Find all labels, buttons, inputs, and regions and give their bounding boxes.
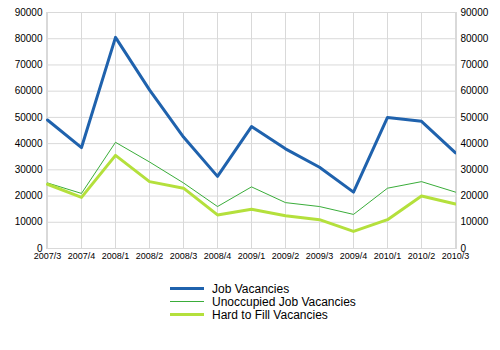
svg-text:10000: 10000 xyxy=(461,216,489,227)
svg-text:2007/3: 2007/3 xyxy=(34,251,62,261)
svg-text:70000: 70000 xyxy=(461,59,489,70)
svg-text:2009/3: 2009/3 xyxy=(306,251,334,261)
svg-text:2010/2: 2010/2 xyxy=(408,251,436,261)
svg-text:30000: 30000 xyxy=(15,164,43,175)
svg-text:10000: 10000 xyxy=(15,216,43,227)
svg-text:2008/2: 2008/2 xyxy=(136,251,164,261)
svg-text:2009/1: 2009/1 xyxy=(238,251,266,261)
svg-text:80000: 80000 xyxy=(461,33,489,44)
svg-text:50000: 50000 xyxy=(461,112,489,123)
svg-text:60000: 60000 xyxy=(15,85,43,96)
html-text:Unoccupied Job Vacancies: Unoccupied Job Vacancies xyxy=(212,294,356,309)
svg-text:40000: 40000 xyxy=(461,138,489,149)
svg-text:60000: 60000 xyxy=(461,85,489,96)
svg-text:2007/4: 2007/4 xyxy=(68,251,96,261)
svg-text:90000: 90000 xyxy=(461,7,489,18)
svg-text:2009/2: 2009/2 xyxy=(272,251,300,261)
svg-text:0: 0 xyxy=(36,242,43,254)
svg-text:2008/3: 2008/3 xyxy=(170,251,198,261)
svg-text:2008/1: 2008/1 xyxy=(102,251,130,261)
svg-text:2010/1: 2010/1 xyxy=(374,251,402,261)
svg-text:50000: 50000 xyxy=(15,112,43,123)
html-text:Hard to Fill Vacancies: Hard to Fill Vacancies xyxy=(212,307,328,322)
svg-text:2010/3: 2010/3 xyxy=(442,251,470,261)
svg-text:20000: 20000 xyxy=(15,190,43,201)
svg-text:2009/4: 2009/4 xyxy=(340,251,368,261)
svg-text:0: 0 xyxy=(460,242,467,254)
html-text:Job Vacancies: Job Vacancies xyxy=(212,281,290,296)
svg-text:20000: 20000 xyxy=(461,190,489,201)
svg-text:70000: 70000 xyxy=(15,59,43,70)
svg-text:30000: 30000 xyxy=(461,164,489,175)
svg-text:40000: 40000 xyxy=(15,138,43,149)
svg-text:2008/4: 2008/4 xyxy=(204,251,232,261)
svg-text:80000: 80000 xyxy=(15,33,43,44)
svg-text:90000: 90000 xyxy=(15,7,43,18)
